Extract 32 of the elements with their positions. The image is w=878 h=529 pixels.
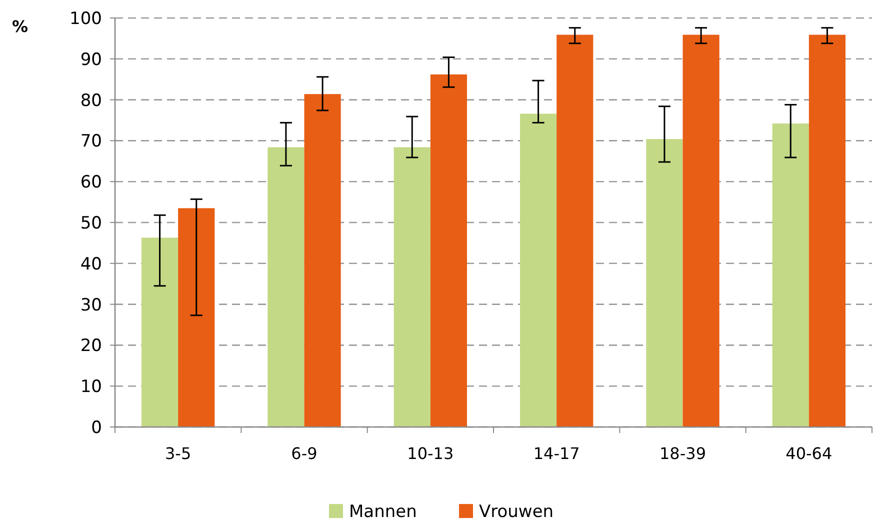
bar — [772, 124, 809, 427]
y-tick-label: 80 — [80, 90, 102, 111]
legend-label: Vrouwen — [479, 502, 554, 522]
y-tick-label: 20 — [80, 336, 102, 356]
x-tick-label: 18-39 — [660, 444, 706, 463]
bar — [646, 139, 683, 427]
bar — [808, 34, 846, 427]
bar — [520, 114, 557, 427]
x-tick-label: 3-5 — [165, 444, 192, 463]
y-tick-label: 40 — [80, 254, 102, 274]
x-tick-label: 6-9 — [291, 444, 318, 463]
bar — [304, 94, 341, 427]
y-tick-label: 100 — [70, 8, 102, 29]
y-tick-label: 70 — [80, 132, 102, 152]
y-tick-label: 50 — [80, 213, 102, 234]
bar — [178, 208, 215, 427]
bar — [430, 74, 468, 427]
legend-label: Mannen — [349, 502, 417, 522]
y-tick-label: 0 — [91, 418, 102, 438]
y-tick-label: 60 — [80, 172, 102, 193]
bar — [556, 34, 594, 427]
y-tick-label: 10 — [80, 377, 102, 398]
bar — [394, 147, 430, 427]
bar — [141, 238, 178, 427]
bar — [682, 34, 720, 427]
x-tick-label: 40-64 — [786, 444, 832, 463]
y-axis-title: % — [12, 17, 28, 36]
x-tick-label: 14-17 — [533, 444, 580, 463]
bar — [268, 147, 304, 427]
y-tick-label: 90 — [80, 50, 102, 70]
x-tick-label: 10-13 — [407, 444, 454, 463]
y-tick-label: 30 — [80, 295, 102, 316]
